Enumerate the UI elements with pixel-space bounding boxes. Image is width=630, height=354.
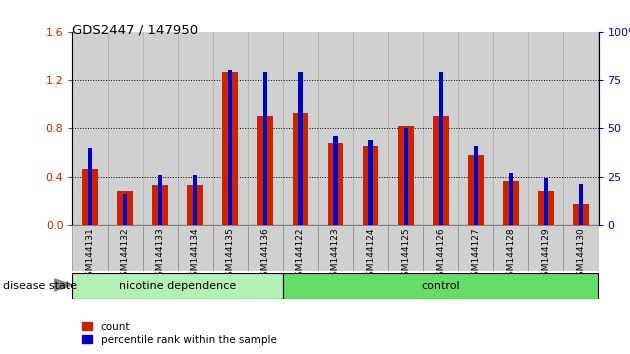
Text: GSM144127: GSM144127 [471,227,480,282]
Bar [333,136,338,225]
Bar [248,225,283,271]
Bar [283,32,318,225]
Legend: count, percentile rank within the sample: count, percentile rank within the sample [77,317,280,349]
Text: GSM144134: GSM144134 [191,227,200,282]
Text: GDS2447 / 147950: GDS2447 / 147950 [72,23,198,36]
Text: GSM144122: GSM144122 [296,227,305,281]
Bar [178,32,213,225]
Text: GSM144125: GSM144125 [401,227,410,282]
Bar [318,225,353,271]
Bar [72,32,108,225]
Text: GSM144129: GSM144129 [541,227,551,282]
Bar [228,70,232,225]
Bar [213,32,248,225]
Bar [538,191,554,225]
Bar [88,148,92,225]
Bar [353,225,388,271]
Bar [248,32,283,225]
Bar [458,32,493,225]
Bar [258,116,273,225]
Text: GSM144132: GSM144132 [120,227,130,282]
Text: GSM144133: GSM144133 [156,227,164,282]
Text: control: control [421,281,460,291]
Bar [318,32,353,225]
Bar [72,225,108,271]
Text: GSM144130: GSM144130 [576,227,585,282]
Polygon shape [54,279,72,291]
Bar [438,72,443,225]
Bar [423,32,458,225]
Text: GSM144123: GSM144123 [331,227,340,282]
Bar [433,116,449,225]
Bar [152,185,168,225]
Text: disease state: disease state [3,281,77,291]
Bar [178,225,213,271]
Bar [353,32,388,225]
Bar [222,72,238,225]
Bar [369,140,373,225]
Bar [388,225,423,271]
Bar [298,72,302,225]
Text: GSM144135: GSM144135 [226,227,235,282]
Bar [529,225,563,271]
Bar [158,175,163,225]
Bar [388,32,423,225]
Bar [82,169,98,225]
Text: GSM144131: GSM144131 [86,227,94,282]
Bar [468,155,484,225]
Bar [544,178,548,225]
Bar [187,185,203,225]
Text: GSM144128: GSM144128 [507,227,515,282]
Bar [503,181,518,225]
Bar [423,225,458,271]
Bar [529,32,563,225]
Text: GSM144124: GSM144124 [366,227,375,281]
Bar [142,225,178,271]
Bar [108,225,142,271]
Bar [108,32,142,225]
Bar [292,113,308,225]
Text: GSM144126: GSM144126 [436,227,445,282]
Bar [263,72,268,225]
Bar [142,32,178,225]
Bar [328,143,343,225]
Bar [474,146,478,225]
Bar [493,225,529,271]
Bar [283,273,598,299]
Bar [213,225,248,271]
Bar [72,273,283,299]
Bar [493,32,529,225]
Bar [363,147,379,225]
Bar [458,225,493,271]
Bar [563,225,598,271]
Bar [283,225,318,271]
Text: nicotine dependence: nicotine dependence [119,281,236,291]
Bar [579,184,583,225]
Text: GSM144136: GSM144136 [261,227,270,282]
Bar [563,32,598,225]
Bar [508,173,513,225]
Bar [123,194,127,225]
Bar [193,175,197,225]
Bar [573,204,589,225]
Bar [398,126,413,225]
Bar [117,191,133,225]
Bar [403,128,408,225]
